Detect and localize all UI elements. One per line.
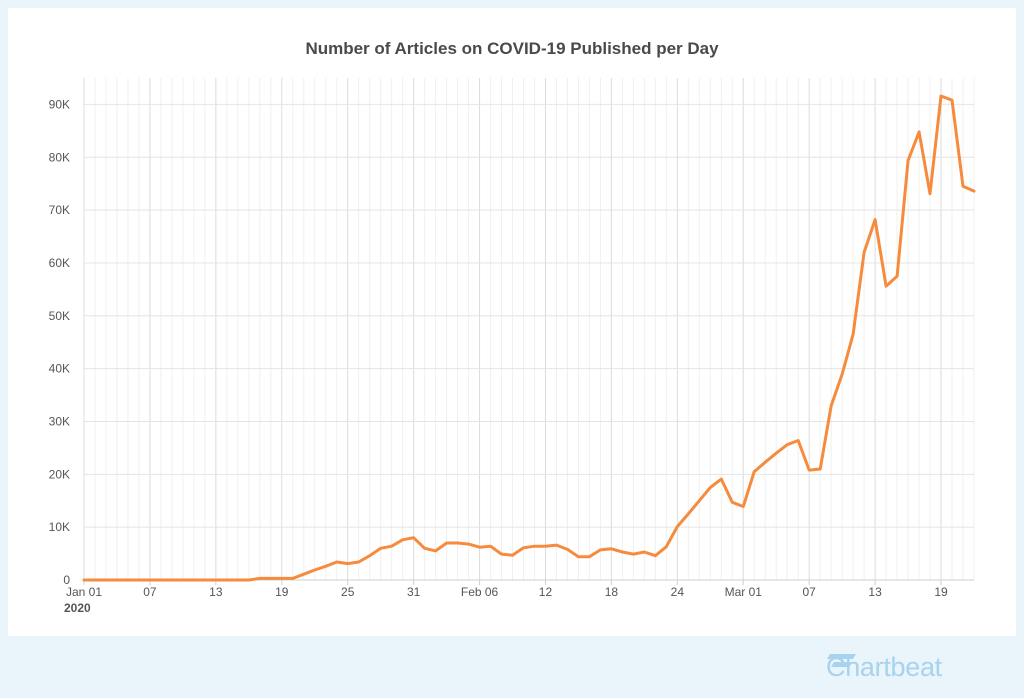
- x-tick-label: 19: [275, 585, 289, 599]
- series-line: [82, 94, 976, 582]
- chart-title: Number of Articles on COVID-19 Published…: [305, 39, 719, 58]
- y-tick-label: 40K: [49, 362, 70, 376]
- y-tick-label: 60K: [49, 256, 70, 270]
- y-tick-label: 20K: [49, 467, 70, 481]
- x-tick-label: 19: [934, 585, 948, 599]
- y-tick-label: 80K: [49, 150, 70, 164]
- x-tick-label: 12: [539, 585, 553, 599]
- x-tick-label: 18: [605, 585, 619, 599]
- x-tick-label: 13: [209, 585, 223, 599]
- y-tick-label: 70K: [49, 203, 70, 217]
- x-axis-ticks: Jan 01 2020 07 13 19 25 31 Feb 06 12 18 24 Mar 01 07…: [64, 580, 948, 615]
- x-tick-year-label: 2020: [64, 601, 91, 615]
- y-tick-label: 0: [63, 573, 70, 587]
- vertical-gridlines: [83, 78, 975, 580]
- y-tick-label: 30K: [49, 414, 70, 428]
- line-chart: Number of Articles on COVID-19 Published…: [49, 39, 976, 615]
- y-tick-label: 90K: [49, 97, 70, 111]
- x-tick-label: 07: [143, 585, 157, 599]
- x-tick-label: Feb 06: [461, 585, 499, 599]
- x-tick-label: 25: [341, 585, 355, 599]
- x-tick-label: 07: [803, 585, 817, 599]
- y-axis-ticks: 0 10K 20K 30K 40K 50K 60K 70K 80K 90K: [49, 97, 71, 587]
- chartbeat-logo-icon: [827, 654, 856, 667]
- x-tick-label: 13: [868, 585, 882, 599]
- x-tick-label: Mar 01: [725, 585, 763, 599]
- y-tick-label: 10K: [49, 520, 70, 534]
- x-tick-label: 31: [407, 585, 421, 599]
- x-tick-label: Jan 01: [66, 585, 102, 599]
- series-group: [82, 94, 976, 582]
- chart-card: Number of Articles on COVID-19 Published…: [8, 8, 1016, 636]
- brand-logo: Chartbeat: [826, 650, 942, 684]
- y-tick-label: 50K: [49, 309, 70, 323]
- horizontal-gridlines: [84, 103, 974, 581]
- x-tick-label: 24: [671, 585, 685, 599]
